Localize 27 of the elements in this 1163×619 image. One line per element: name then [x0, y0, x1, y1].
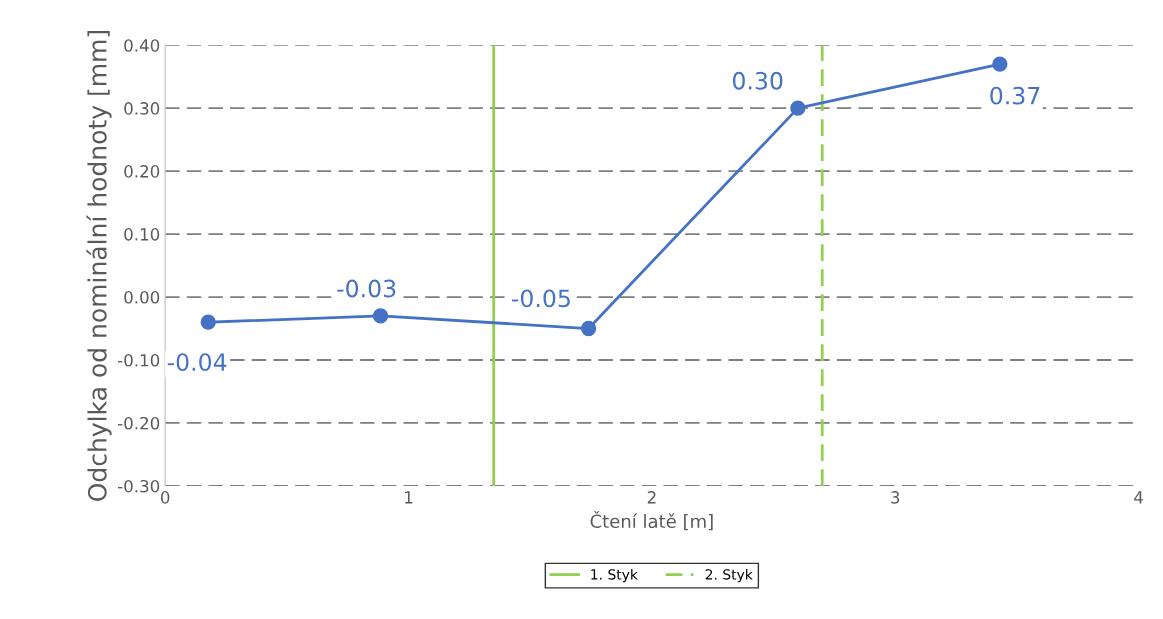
point — [992, 56, 1008, 72]
x-tick-label: 1 — [405, 491, 413, 504]
x-tick-label: 0 — [160, 491, 170, 504]
legend-label: 1. Styk — [591, 568, 638, 583]
x-tick-label: 3 — [891, 491, 900, 504]
point — [580, 320, 597, 337]
y-axis-title: Odchylka od nominální hodnoty [mm] — [86, 30, 112, 501]
y-tick-label: -0.20 — [117, 416, 160, 430]
y-tick-label: 0.30 — [124, 102, 160, 115]
y-tick-label: -0.30 — [117, 479, 160, 493]
data-label: -0.05 — [511, 289, 570, 308]
y-tick-label: -0.10 — [117, 353, 160, 367]
y-tick-label: 0.00 — [124, 290, 160, 304]
y-tick-label: 0.10 — [124, 228, 160, 241]
x-tick-label: 2 — [647, 491, 656, 504]
legend-label: 2. Styk — [705, 568, 753, 583]
data-label: 0.37 — [990, 86, 1040, 105]
data-label: -0.04 — [167, 353, 227, 372]
y-tick-label: 0.20 — [124, 165, 160, 178]
point — [200, 314, 216, 330]
x-tick-label: 4 — [1134, 491, 1143, 504]
y-tick-label: 0.40 — [124, 39, 160, 52]
data-label: -0.03 — [337, 279, 396, 298]
x-axis-title: Čtení latě [m] — [590, 511, 713, 531]
point — [372, 308, 389, 324]
point — [790, 100, 806, 116]
data-label: 0.30 — [732, 71, 783, 90]
